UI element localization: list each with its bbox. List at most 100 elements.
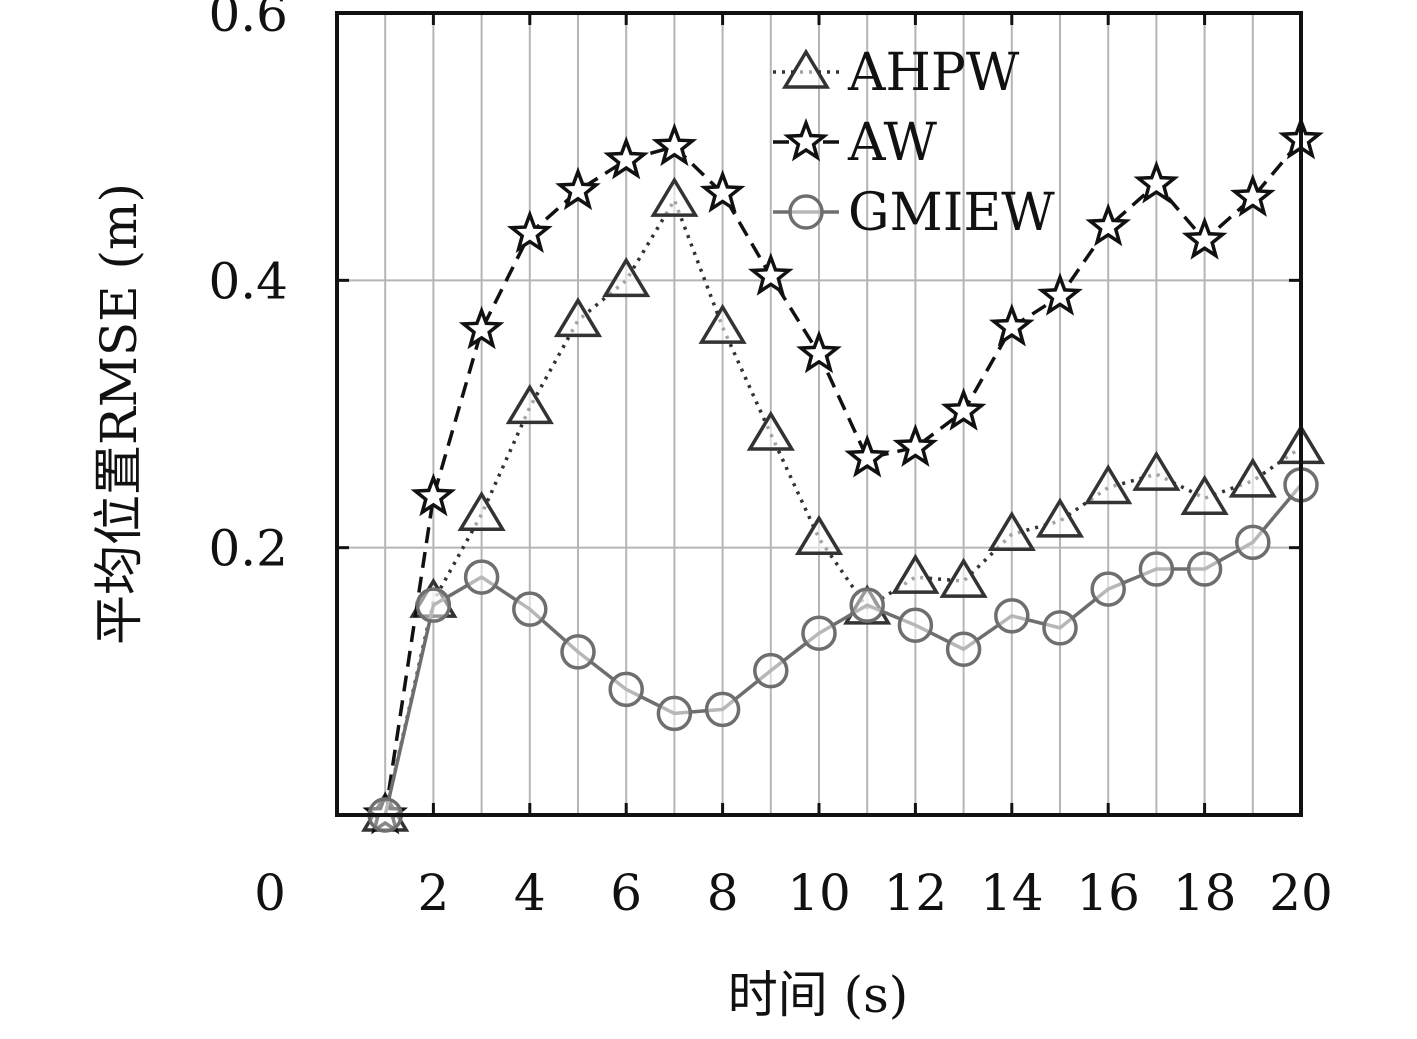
aw-point-shape bbox=[651, 122, 698, 167]
grid-lines bbox=[337, 13, 1301, 815]
gmiew-point bbox=[1235, 524, 1271, 561]
gmiew-point bbox=[945, 631, 982, 668]
gmiew-point bbox=[560, 634, 596, 670]
aw-point-shape bbox=[1085, 202, 1132, 247]
aw-point bbox=[458, 305, 505, 350]
x-tick-label: 14 bbox=[980, 864, 1044, 922]
gmiew-point bbox=[994, 598, 1030, 634]
gmiew-point bbox=[801, 615, 837, 651]
aw-point-shape bbox=[1181, 216, 1228, 260]
aw-point-shape bbox=[844, 434, 891, 478]
aw-point bbox=[506, 209, 553, 253]
aw-point bbox=[747, 252, 794, 296]
aw-point bbox=[603, 136, 650, 180]
legend-item-gmiew: GMIEW bbox=[773, 183, 1055, 243]
aw-point bbox=[1181, 216, 1228, 260]
gmiew-point bbox=[1090, 571, 1126, 607]
aw-point bbox=[844, 434, 891, 478]
legend-marker-ahpw bbox=[781, 48, 831, 89]
aw-point-shape bbox=[1133, 160, 1180, 204]
ahpw-point bbox=[891, 553, 940, 594]
gmiew-point bbox=[1138, 551, 1175, 587]
aw-point bbox=[796, 329, 842, 374]
series-gmiew bbox=[367, 467, 1319, 833]
aw-point bbox=[651, 122, 698, 167]
gmiew-point bbox=[1042, 610, 1078, 646]
aw-point bbox=[988, 303, 1035, 347]
y-axis-title: 平均位置RMSE (m) bbox=[90, 183, 148, 645]
x-tick-label: 16 bbox=[1076, 864, 1140, 922]
legend: AHPW AW GMIEW bbox=[773, 43, 1055, 243]
gmiew-point bbox=[415, 587, 452, 623]
gmiew-point bbox=[897, 607, 934, 643]
aw-point-shape bbox=[603, 136, 650, 180]
gmiew-point bbox=[608, 671, 644, 708]
gmiew-point bbox=[704, 691, 741, 728]
gmiew-point bbox=[753, 652, 789, 689]
aw-point-shape bbox=[988, 303, 1035, 347]
x-tick-label: 4 bbox=[514, 864, 546, 922]
aw-point bbox=[410, 472, 457, 517]
aw-point bbox=[1085, 202, 1132, 247]
x-tick-label: 20 bbox=[1269, 864, 1333, 922]
x-tick-label: 18 bbox=[1173, 864, 1237, 922]
ahpw-point bbox=[505, 383, 554, 425]
ahpw-point bbox=[939, 557, 988, 598]
gmiew-point bbox=[463, 559, 500, 595]
aw-point bbox=[892, 423, 939, 467]
series-line-gmiew bbox=[383, 483, 1303, 816]
aw-point-shape bbox=[1229, 173, 1276, 217]
x-tick-label: 6 bbox=[610, 864, 642, 922]
ahpw-point bbox=[602, 256, 651, 298]
legend-item-ahpw: AHPW bbox=[773, 43, 1020, 103]
ahpw-point bbox=[794, 514, 844, 556]
gmiew-point bbox=[656, 695, 693, 732]
y-tick-label: 0.2 bbox=[208, 520, 288, 578]
x-axis-title: 时间 (s) bbox=[728, 966, 909, 1024]
aw-point bbox=[940, 387, 987, 431]
x-tick-label: 12 bbox=[884, 864, 948, 922]
axis-ticks: 2 4 6 8 10 12 14 16 18 20 0 0.2 0.4 0.6 bbox=[208, 0, 1332, 922]
ahpw-point bbox=[650, 176, 699, 217]
aw-point-shape bbox=[892, 423, 939, 467]
ahpw-point bbox=[553, 297, 603, 338]
aw-point bbox=[1037, 272, 1083, 316]
ahpw-point bbox=[1035, 497, 1085, 538]
legend-label-ahpw: AHPW bbox=[847, 43, 1020, 103]
aw-point bbox=[699, 169, 746, 213]
ahpw-point bbox=[457, 490, 506, 531]
aw-point-shape bbox=[699, 169, 746, 213]
ahpw-point bbox=[1084, 464, 1133, 505]
aw-point-shape bbox=[555, 166, 601, 211]
x-tick-label: 8 bbox=[707, 864, 739, 922]
legend-label-aw: AW bbox=[847, 113, 937, 173]
ahpw-point bbox=[1180, 474, 1229, 515]
origin-tick-label: 0 bbox=[254, 864, 286, 922]
aw-point-shape bbox=[506, 209, 553, 253]
legend-marker-aw-shape bbox=[783, 118, 829, 162]
ahpw-point bbox=[746, 410, 795, 451]
aw-point bbox=[1229, 173, 1276, 217]
aw-point-shape bbox=[1037, 272, 1083, 316]
legend-marker-aw bbox=[783, 118, 829, 162]
aw-point bbox=[1133, 160, 1180, 204]
y-tick-label: 0.4 bbox=[208, 252, 288, 310]
series-line-ahpw bbox=[383, 198, 1302, 816]
x-tick-label: 10 bbox=[787, 864, 851, 922]
aw-point bbox=[555, 166, 601, 211]
gmiew-point bbox=[849, 587, 885, 623]
ahpw-point bbox=[1132, 450, 1181, 491]
legend-label-gmiew: GMIEW bbox=[848, 183, 1055, 243]
aw-point-shape bbox=[940, 387, 987, 431]
gmiew-point bbox=[512, 591, 548, 627]
ahpw-point bbox=[987, 510, 1036, 552]
legend-item-aw: AW bbox=[773, 113, 937, 173]
plot-series bbox=[361, 115, 1326, 835]
ahpw-point bbox=[1228, 457, 1277, 498]
aw-point-shape bbox=[458, 305, 505, 350]
aw-point-shape bbox=[796, 329, 842, 374]
gmiew-point bbox=[1186, 551, 1223, 587]
y-tick-label: 0.6 bbox=[208, 0, 288, 43]
legend-marker-gmiew bbox=[788, 194, 824, 230]
